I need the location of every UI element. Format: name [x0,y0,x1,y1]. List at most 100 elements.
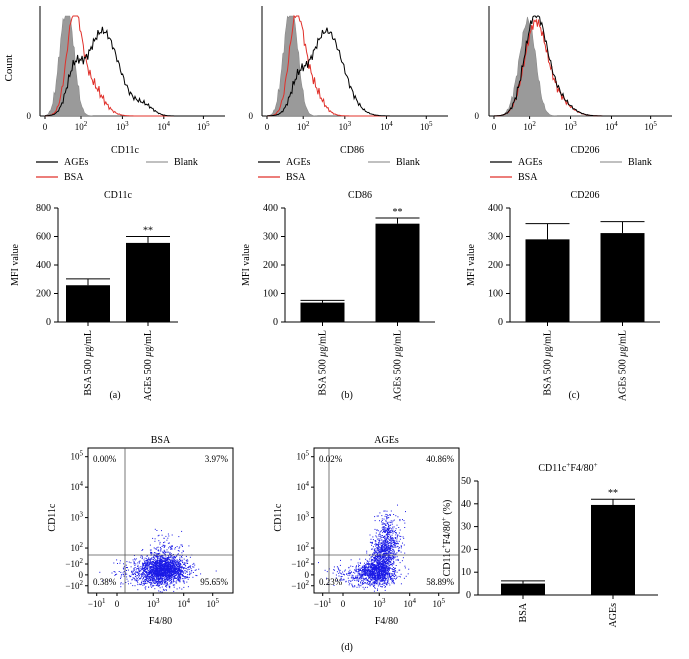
dot [390,550,392,551]
dot [393,530,395,532]
dot [182,575,184,577]
dot [362,570,364,572]
dot [378,552,380,554]
dot [361,570,363,571]
dot [370,572,372,574]
dot [389,557,391,559]
dot [152,570,154,572]
dot [367,583,369,585]
dot [148,571,149,573]
dot [157,562,159,564]
significance-mark: ** [393,207,403,218]
dot [349,569,351,571]
dot [363,569,365,571]
dot [157,571,159,573]
dot [167,565,169,567]
dot [133,555,135,556]
dot [171,570,173,572]
dot [362,566,364,568]
dot [386,536,388,538]
dot [175,568,177,569]
dot [370,569,372,571]
dot [387,527,389,529]
dot [372,571,374,572]
dot [177,578,179,580]
dot [159,566,161,568]
legend-label-ages: AGEs [64,157,89,168]
dot-cloud [318,504,410,592]
dot [389,572,391,574]
dot [387,576,389,578]
dot [159,552,161,554]
dot [164,561,166,563]
dot [389,545,391,547]
dot [383,580,385,582]
dot [180,560,182,562]
dot [168,576,170,578]
dot [152,571,154,573]
dot [147,565,149,567]
dot [347,574,349,576]
dot [148,559,149,561]
dot [163,542,164,544]
dot [376,567,378,569]
dot [384,532,386,533]
dot [168,572,170,574]
dot [391,541,393,543]
dot [140,570,142,572]
hist-x-tick-label: 103 [564,120,577,132]
dot [385,539,387,541]
dot [142,557,144,559]
dot [392,539,394,541]
dot [369,581,371,582]
dot [379,559,381,561]
dot [358,566,359,568]
dot [383,559,385,561]
dot [182,578,184,580]
dot [395,515,397,517]
dot [371,570,373,572]
dot [348,584,350,586]
dot [155,572,157,574]
dot [389,584,391,586]
dot [369,564,371,566]
dot [390,530,392,532]
dot [145,570,147,572]
dot [157,546,159,548]
dot [170,568,172,570]
dot-cloud [99,528,217,593]
dot [385,544,386,546]
dot [133,577,135,579]
dot [379,512,381,514]
dot [145,565,147,567]
y-tick-label: 100 [488,289,503,300]
dot [362,578,364,580]
dot [163,563,165,565]
dot [370,562,372,564]
dot [379,547,381,549]
dot [372,539,374,541]
dot [153,563,155,565]
dot [383,581,385,582]
dot [151,560,153,562]
dot [362,577,364,579]
dot [363,573,365,575]
dot [138,561,140,563]
dot [126,573,128,575]
dot [384,535,386,537]
dot [392,580,394,582]
dot [159,569,161,571]
dot [404,552,406,554]
dot [173,570,175,572]
dot [165,552,167,553]
dot [398,527,400,528]
dot [393,580,394,582]
dot [158,575,160,577]
dot [174,560,176,562]
dot [395,565,397,566]
dot [381,542,383,544]
dot [393,577,395,579]
dot [163,555,165,557]
dot [168,559,170,561]
dot [391,552,393,554]
